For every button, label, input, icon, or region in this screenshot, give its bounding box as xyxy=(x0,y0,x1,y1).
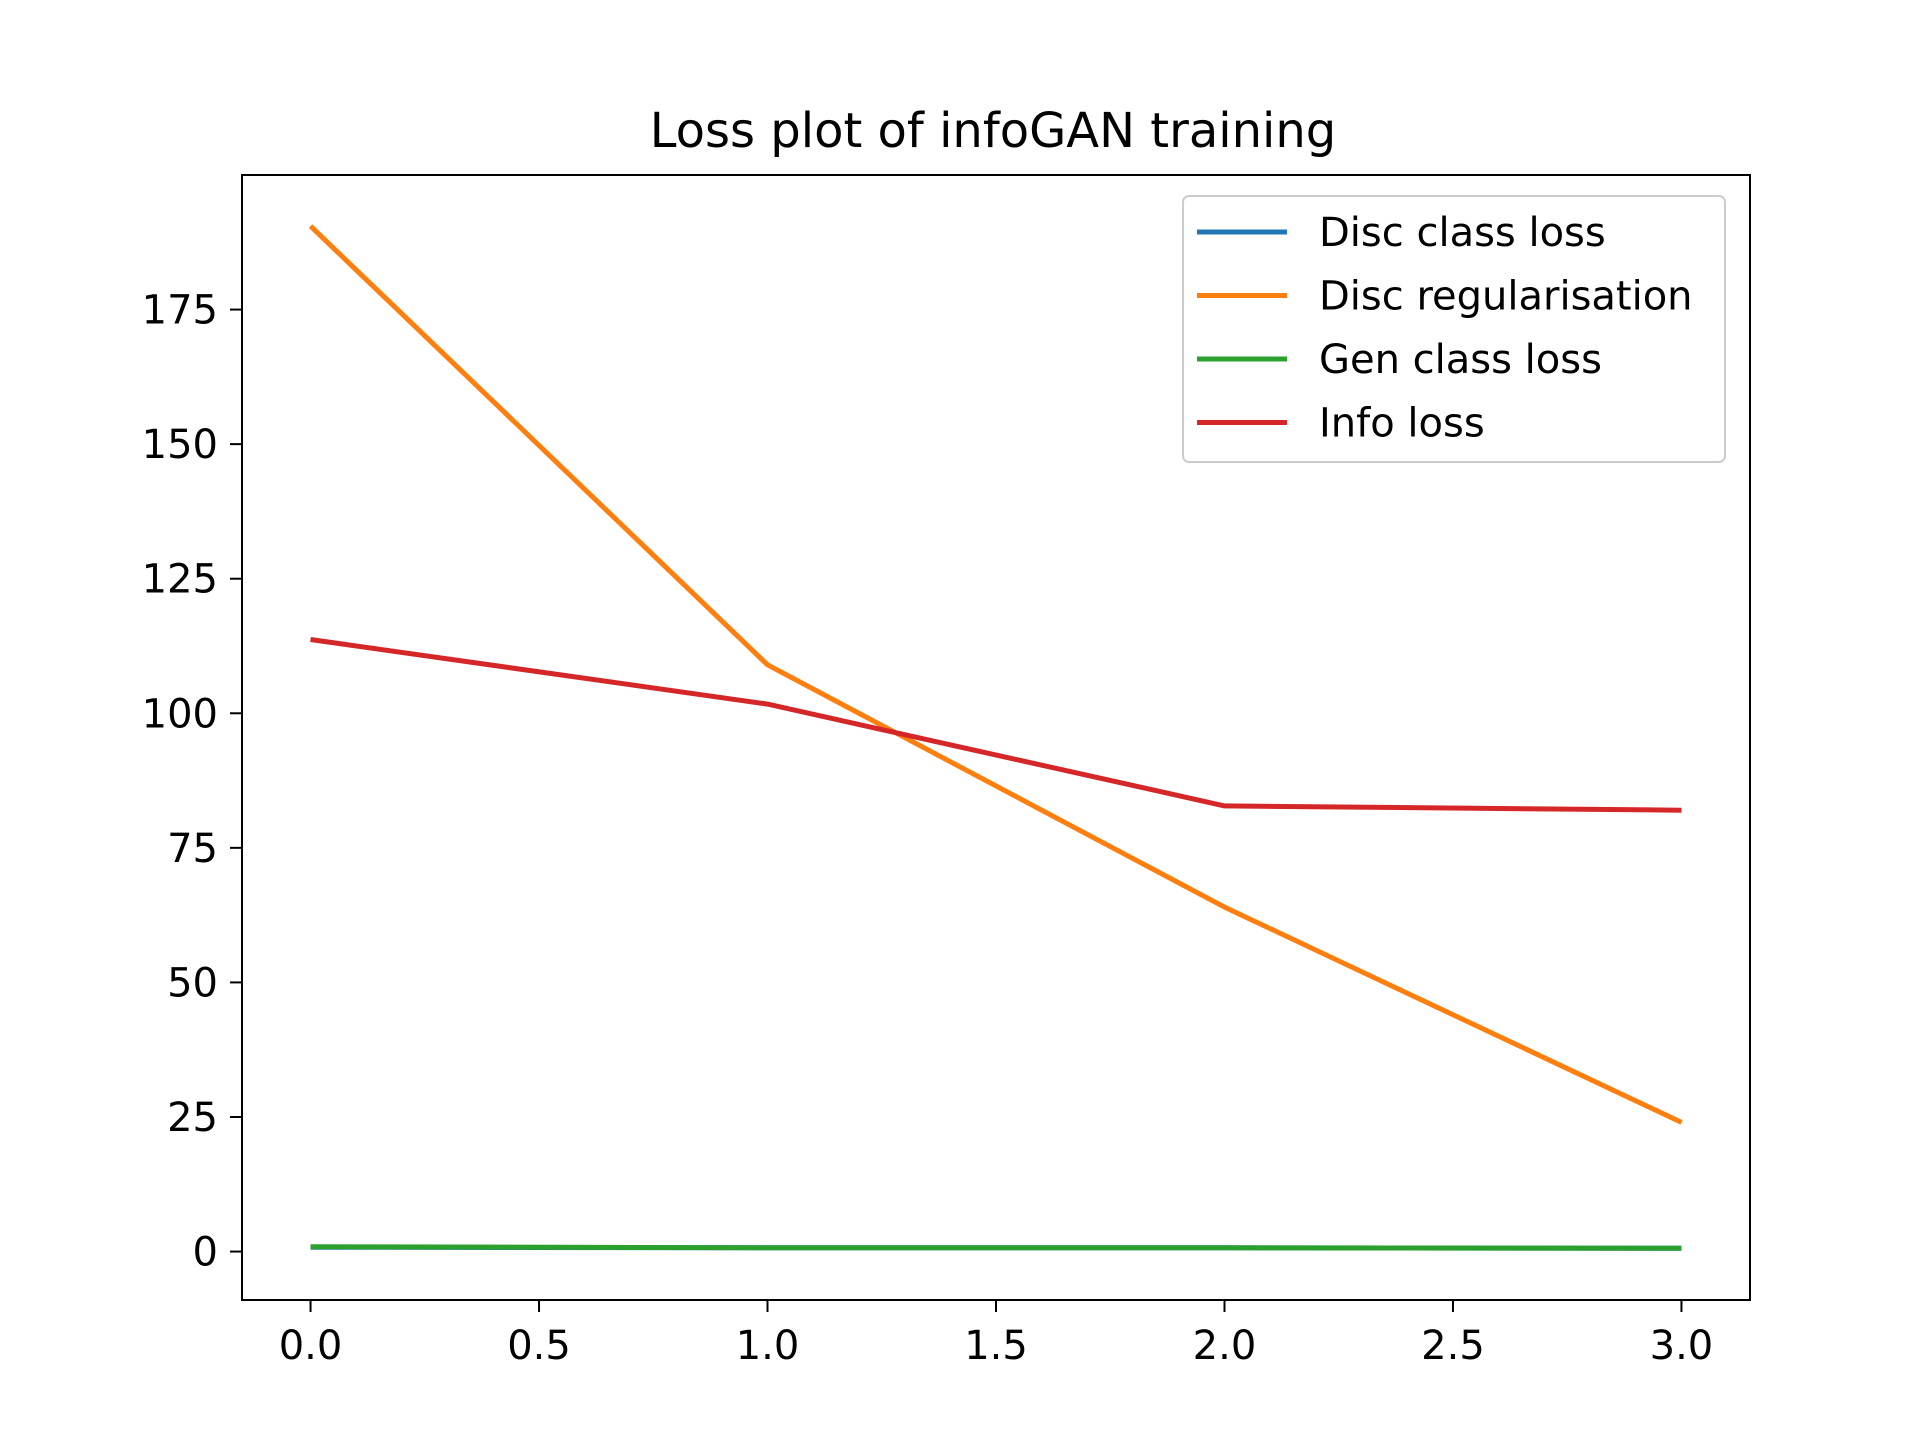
legend-box xyxy=(1182,195,1726,463)
series-line-3 xyxy=(310,1244,1682,1251)
legend-label: Gen class loss xyxy=(1319,337,1602,383)
x-axis: 0.0 0.5 1.0 1.5 2.0 2.5 3.0 xyxy=(279,1300,1714,1369)
legend-label: Info loss xyxy=(1319,401,1485,447)
x-tick-label: 1.5 xyxy=(964,1323,1028,1369)
x-tick-label: 1.0 xyxy=(736,1323,800,1369)
series-line-2 xyxy=(308,224,1683,1125)
chart-title: Loss plot of infoGAN training xyxy=(650,103,1336,159)
legend: Disc class loss Disc regularisation Gen cl… xyxy=(1182,195,1726,463)
y-axis: 0 25 50 75 100 125 150 175 xyxy=(142,288,242,1276)
y-tick-label: 50 xyxy=(167,960,218,1006)
y-tick-label: 125 xyxy=(142,557,218,603)
legend-label: Disc regularisation xyxy=(1319,274,1693,320)
x-tick-label: 3.0 xyxy=(1650,1323,1714,1369)
x-tick-label: 0.5 xyxy=(507,1323,571,1369)
x-tick-label: 0.0 xyxy=(279,1323,343,1369)
y-tick-label: 75 xyxy=(167,826,218,872)
y-tick-label: 0 xyxy=(193,1230,218,1276)
y-tick-label: 175 xyxy=(142,288,218,334)
series-layer xyxy=(308,224,1683,1251)
x-tick-label: 2.5 xyxy=(1421,1323,1485,1369)
y-tick-label: 150 xyxy=(142,422,218,468)
x-tick-label: 2.0 xyxy=(1193,1323,1257,1369)
y-tick-label: 25 xyxy=(167,1095,218,1141)
series-line-4 xyxy=(310,637,1682,813)
legend-label: Disc class loss xyxy=(1319,210,1606,256)
y-tick-label: 100 xyxy=(142,691,218,737)
